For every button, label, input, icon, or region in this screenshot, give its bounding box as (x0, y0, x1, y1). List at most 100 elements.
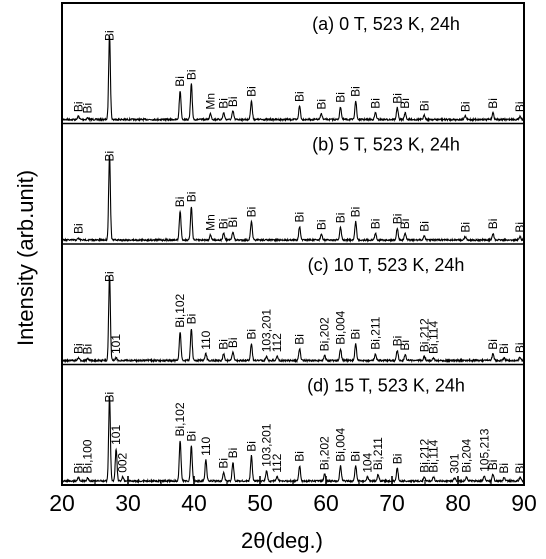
peak-label: Bi (398, 219, 412, 230)
peak-label: Bi,211 (369, 316, 383, 349)
peak-label: Bi (226, 217, 240, 228)
peak-label: Bi,004 (334, 427, 348, 461)
peak-label: Bi (458, 101, 472, 112)
peak-label: Bi (486, 339, 500, 350)
peak-label: Bi (417, 101, 431, 112)
peak-label: Bi (486, 98, 500, 109)
peak-label: Bi (72, 223, 86, 234)
panel-title: (c) 10 T, 523 K, 24h (308, 255, 465, 275)
peak-label: 104 (361, 452, 375, 472)
peak-label: Bi (349, 86, 363, 97)
peak-label: Bi (349, 451, 363, 462)
peak-label: Bi (244, 207, 258, 218)
peak-label: 101 (109, 425, 123, 445)
peak-label: Bi (293, 91, 307, 102)
peak-label: Bi (314, 99, 328, 110)
peak-label: Bi,212 (417, 318, 431, 352)
peak-label: Bi (244, 329, 258, 340)
peak-label: Bi (217, 98, 231, 109)
peak-label: 103,201 (260, 309, 274, 353)
peak-label: Bi (417, 221, 431, 232)
peak-label: Bi (349, 329, 363, 340)
peak-label: Bi (72, 463, 86, 474)
peak-label: Bi,212 (417, 438, 431, 472)
peak-label: Bi (293, 334, 307, 345)
x-tick-label: 40 (181, 490, 207, 516)
peak-label: Bi (244, 86, 258, 97)
peak-label: Bi (226, 448, 240, 459)
peak-label: Bi (398, 98, 412, 109)
panel-title: (b) 5 T, 523 K, 24h (312, 135, 460, 155)
peak-label: Bi (334, 92, 348, 103)
peak-label: Bi (390, 454, 404, 465)
peak-label: Bi (513, 463, 527, 474)
xrd-pattern-line (61, 155, 525, 243)
peak-label: Bi (390, 336, 404, 347)
peak-label: Bi (244, 441, 258, 452)
peak-label: Bi (497, 463, 511, 474)
peak-label: Bi,100 (81, 439, 95, 473)
peak-label: Bi (458, 222, 472, 233)
peak-label: Bi (173, 76, 187, 87)
y-axis-title: Intensity (arb.unit) (13, 170, 38, 346)
peak-label: 002 (116, 452, 130, 472)
peak-label: Bi (184, 314, 198, 325)
peak-label: Bi,102 (173, 293, 187, 327)
peak-label: Bi (217, 219, 231, 230)
peak-label: 105,213 (477, 428, 491, 472)
peak-label: Bi,114 (427, 321, 441, 354)
peak-label: 112 (270, 333, 284, 352)
peak-label: Bi (226, 337, 240, 348)
peak-label: 103,201 (260, 423, 274, 467)
x-tick-label: 80 (445, 490, 471, 516)
panel-title: (a) 0 T, 523 K, 24h (312, 14, 460, 34)
peak-label: Bi (398, 340, 412, 351)
peak-label: Bi (369, 219, 383, 230)
peak-label: Bi (497, 343, 511, 354)
peak-label: Bi (513, 342, 527, 353)
x-tick-label: 30 (115, 490, 141, 516)
peak-label: Bi (217, 458, 231, 469)
peak-label: Mn (204, 93, 218, 110)
x-tick-label: 70 (379, 490, 405, 516)
peak-label: Bi (513, 101, 527, 112)
peak-label: Bi (513, 222, 527, 233)
peak-label: 301 (448, 453, 462, 473)
peak-label: Bi (486, 219, 500, 230)
peak-label: 110 (199, 330, 213, 349)
peak-label: Bi (81, 344, 95, 355)
peak-label: Bi (390, 214, 404, 225)
peak-label: Bi (226, 96, 240, 107)
peak-label: Bi (184, 192, 198, 203)
peak-label: Bi (72, 101, 86, 112)
peak-label: Bi (103, 392, 117, 403)
peak-label: Mn (204, 214, 218, 231)
peak-label: Bi,202 (318, 436, 332, 470)
peak-label: Bi,211 (371, 437, 385, 470)
peak-label: Bi (103, 151, 117, 162)
panel-title: (d) 15 T, 523 K, 24h (307, 376, 465, 396)
peak-label: Bi (349, 207, 363, 218)
peak-label: Bi (184, 431, 198, 442)
peak-label: Bi (217, 339, 231, 350)
peak-label: Bi (390, 93, 404, 104)
peak-label: Bi (293, 451, 307, 462)
xrd-pattern-line (61, 35, 525, 123)
peak-label: Bi (173, 197, 187, 208)
x-tick-label: 60 (313, 490, 339, 516)
peak-label: Bi (103, 271, 117, 282)
peak-label: Bi,004 (334, 310, 348, 344)
peak-label: 101 (109, 334, 123, 354)
x-tick-label: 20 (49, 490, 75, 516)
peak-label: Bi,204 (460, 438, 474, 472)
peak-label: Bi (486, 460, 500, 471)
peak-label: Bi (334, 213, 348, 224)
peak-label: Bi (369, 98, 383, 109)
peak-label: Bi (293, 212, 307, 223)
peak-label: Bi,102 (173, 402, 187, 436)
peak-label: Bi (314, 219, 328, 230)
peak-label: Bi (72, 343, 86, 354)
peak-label: 110 (199, 436, 213, 455)
